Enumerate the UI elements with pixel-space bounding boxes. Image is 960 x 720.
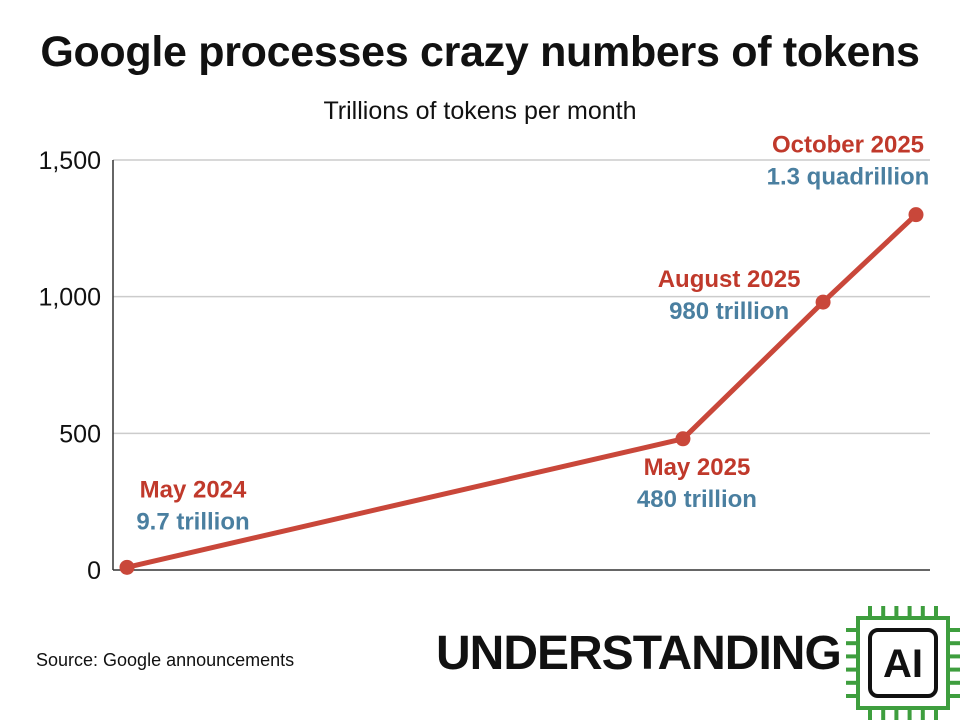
- chip-inner-frame: [868, 628, 938, 698]
- data-label-date: August 2025: [658, 266, 801, 293]
- data-point: [675, 431, 691, 447]
- ai-chip-logo-icon: AI: [846, 606, 960, 720]
- y-tick-label: 0: [87, 557, 101, 585]
- data-label-value: 480 trillion: [637, 486, 757, 513]
- data-labels: May 2024 9.7 trillion May 2025 480 trillion…: [136, 132, 929, 536]
- source-note: Source: Google announcements: [36, 650, 295, 670]
- y-tick-label: 500: [59, 420, 101, 448]
- axes: [112, 160, 930, 571]
- data-label-value: 980 trillion: [669, 298, 789, 325]
- logo-chip-text: AI: [883, 642, 923, 686]
- data-point: [815, 294, 831, 310]
- chip-outer-frame: [856, 616, 950, 710]
- data-label-value: 9.7 trillion: [136, 508, 249, 535]
- gridlines: [113, 159, 930, 435]
- chart-subtitle: Trillions of tokens per month: [323, 97, 637, 125]
- data-label-date: May 2025: [644, 454, 751, 481]
- data-label-date: October 2025: [772, 132, 924, 159]
- data-point: [119, 559, 135, 575]
- data-points: [119, 207, 924, 575]
- series-line: [124, 212, 919, 570]
- series-line-path: [124, 212, 919, 570]
- y-tick-labels: 0 500 1,000 1,500: [38, 147, 101, 585]
- data-label-value: 1.3 quadrillion: [767, 164, 930, 191]
- logo-wordmark: UNDERSTANDING: [436, 627, 842, 680]
- data-label-date: May 2024: [140, 476, 247, 503]
- y-tick-label: 1,000: [38, 284, 101, 312]
- chart-title: Google processes crazy numbers of tokens: [40, 28, 920, 76]
- data-point: [908, 207, 924, 223]
- y-tick-label: 1,500: [38, 147, 101, 175]
